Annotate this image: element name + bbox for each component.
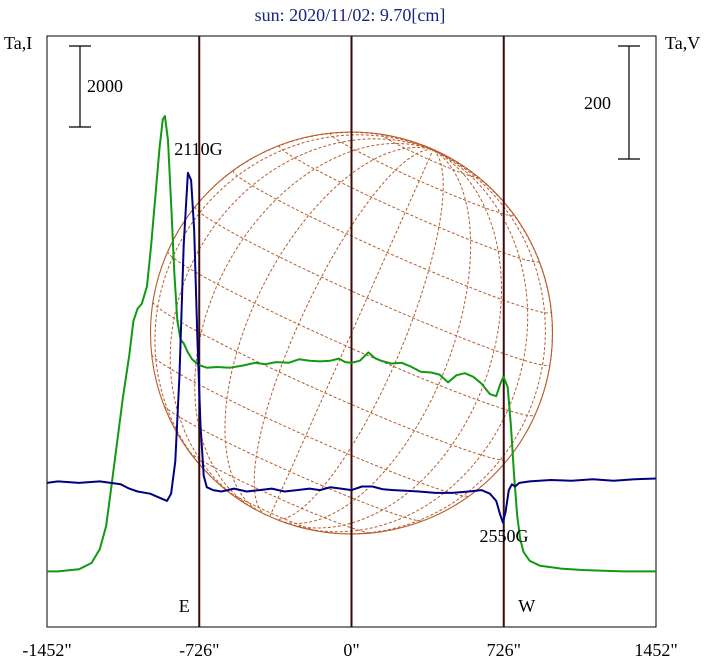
longitude-line [295,149,529,533]
x-tick-label: 726" [487,640,521,660]
longitude-line [283,149,502,529]
longitude-line [432,149,553,415]
annotations: 2110G 2550G E W [174,139,535,616]
right-axis-label: Ta,V [665,33,700,53]
longitude-line [194,142,434,511]
limb-markers [198,36,505,627]
latitude-line [232,170,552,314]
longitude-line [253,149,434,516]
right-scale-value: 200 [584,93,611,113]
longitude-line [224,146,434,513]
longitude-line [323,149,546,535]
series-group [46,115,657,573]
latitude-line [278,144,540,263]
x-tick-label: 1452" [634,640,677,660]
x-tick-label: 0" [343,640,359,660]
longitude-line [279,149,472,524]
latitude-line [151,354,470,497]
series-line-tai [47,115,656,573]
right-scale-bar [618,45,640,160]
longitude-line [167,131,434,252]
left-scale-bar [69,45,91,128]
longitude-line [154,134,434,488]
latitude-line [152,301,508,461]
latitude-line [189,451,372,534]
left-scale-value: 2000 [87,76,123,96]
marker-label: E [179,596,190,616]
longitude-line [269,149,434,517]
latitude-line [226,490,319,532]
peak-annotation: 2110G [174,139,222,159]
x-tick-label: -1452" [22,640,71,660]
x-tick-label: -726" [179,640,219,660]
latitude-line [163,405,423,522]
chart-title: sun: 2020/11/02: 9.70[cm] [255,5,446,25]
longitude-line [273,149,444,520]
peak-annotation: 2550G [479,526,528,546]
marker-label: W [518,596,535,616]
x-tick-labels: -1452" -726" 0" 726" 1452" [22,640,677,660]
latitude-line [382,134,479,178]
series-line-tav [46,171,657,524]
longitude-line [169,138,434,505]
solar-disk-grid [149,131,554,535]
left-axis-label: Ta,I [4,33,32,53]
